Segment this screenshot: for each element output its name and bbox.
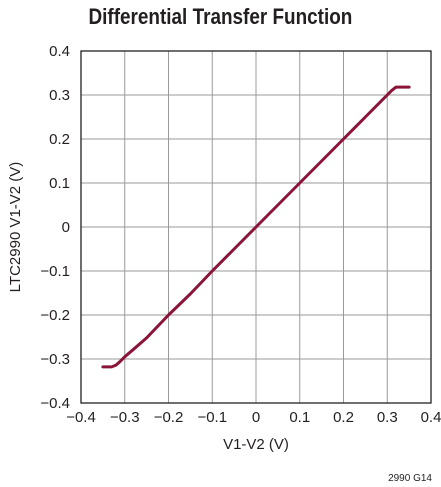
x-tick-label: 0.4: [421, 409, 441, 426]
figure-id: 2990 G14: [388, 473, 432, 484]
y-tick-label: 0.4: [49, 43, 70, 60]
series-layer: [101, 85, 411, 369]
x-tick-label: 0.2: [333, 409, 354, 426]
y-tick-label: −0.4: [40, 395, 70, 412]
plot-border: [80, 50, 432, 404]
y-axis-label: LTC2990 V1-V2 (V): [7, 162, 24, 293]
y-tick-label: 0.3: [49, 87, 70, 104]
x-tick-labels: −0.4 −0.3 −0.2 −0.1 0 0.1 0.2 0.3 0.4: [66, 409, 441, 426]
x-tick-label: 0: [252, 409, 260, 426]
y-tick-label: 0: [62, 219, 70, 236]
x-tick-label: −0.1: [197, 409, 227, 426]
y-tick-label: −0.3: [40, 351, 70, 368]
y-tick-label: 0.2: [49, 131, 70, 148]
y-tick-labels: −0.4 −0.3 −0.2 −0.1 0 0.1 0.2 0.3 0.4: [40, 43, 70, 412]
x-tick-label: −0.2: [154, 409, 184, 426]
x-tick-label: 0.3: [377, 409, 398, 426]
x-axis-label: V1-V2 (V): [223, 436, 289, 453]
chart-title: Differential Transfer Function: [88, 4, 353, 29]
y-tick-label: −0.1: [40, 263, 70, 280]
x-tick-label: −0.4: [66, 409, 96, 426]
y-tick-label: 0.1: [49, 175, 70, 192]
x-tick-label: 0.1: [289, 409, 310, 426]
plot-frame: [80, 50, 432, 404]
series-line: [101, 85, 411, 369]
y-tick-label: −0.2: [40, 307, 70, 324]
x-tick-label: −0.3: [110, 409, 140, 426]
